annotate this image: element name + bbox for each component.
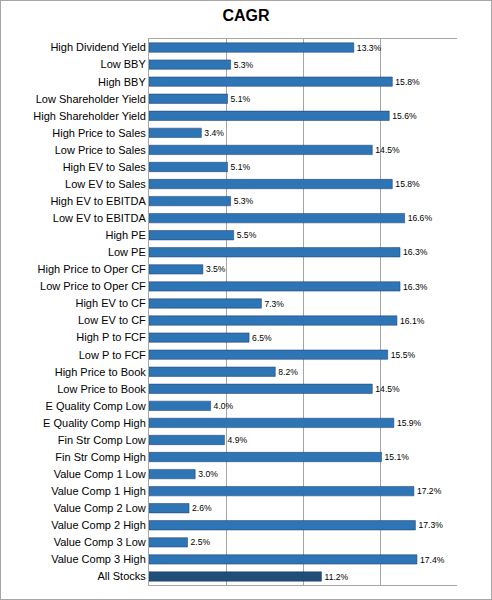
svg-text:Value Comp 1 High: Value Comp 1 High: [51, 485, 146, 497]
svg-text:High Shareholder Yield: High Shareholder Yield: [33, 110, 146, 122]
svg-text:15.8%: 15.8%: [395, 77, 420, 87]
svg-text:All Stocks: All Stocks: [98, 570, 147, 582]
svg-text:Low Shareholder Yield: Low Shareholder Yield: [36, 93, 146, 105]
svg-text:5.5%: 5.5%: [237, 230, 257, 240]
svg-text:Value Comp 3 High: Value Comp 3 High: [51, 553, 146, 565]
svg-text:7.3%: 7.3%: [264, 299, 284, 309]
svg-text:High EV to Sales: High EV to Sales: [63, 161, 147, 173]
svg-text:Low BBY: Low BBY: [101, 58, 147, 70]
svg-text:Low EV to EBITDA: Low EV to EBITDA: [53, 212, 147, 224]
svg-text:Value Comp 2 Low: Value Comp 2 Low: [54, 502, 146, 514]
svg-text:13.3%: 13.3%: [357, 43, 382, 53]
svg-text:17.4%: 17.4%: [420, 555, 445, 565]
svg-text:High P to FCF: High P to FCF: [76, 331, 146, 343]
svg-text:16.1%: 16.1%: [400, 316, 425, 326]
svg-text:5.1%: 5.1%: [231, 162, 251, 172]
svg-text:3.5%: 3.5%: [206, 264, 226, 274]
svg-text:High Price to Oper CF: High Price to Oper CF: [38, 263, 146, 275]
svg-text:2.5%: 2.5%: [191, 537, 211, 547]
svg-text:Low Price to Oper CF: Low Price to Oper CF: [40, 280, 146, 292]
svg-text:High EV to EBITDA: High EV to EBITDA: [50, 195, 146, 207]
svg-text:16.3%: 16.3%: [403, 282, 428, 292]
svg-text:Value Comp 1 Low: Value Comp 1 Low: [54, 468, 146, 480]
svg-text:14.5%: 14.5%: [375, 145, 400, 155]
svg-text:Low Price to Book: Low Price to Book: [57, 383, 146, 395]
svg-text:5.1%: 5.1%: [231, 94, 251, 104]
svg-text:15.1%: 15.1%: [385, 452, 410, 462]
svg-text:Low EV to Sales: Low EV to Sales: [65, 178, 146, 190]
svg-text:16.3%: 16.3%: [403, 247, 428, 257]
svg-text:11.2%: 11.2%: [325, 572, 349, 582]
svg-text:High Dividend Yield: High Dividend Yield: [50, 41, 145, 53]
svg-text:Value Comp 2 High: Value Comp 2 High: [51, 519, 146, 531]
svg-text:6.5%: 6.5%: [252, 333, 272, 343]
svg-text:Low P to FCF: Low P to FCF: [79, 349, 146, 361]
svg-text:5.3%: 5.3%: [234, 196, 254, 206]
svg-text:Low Price to Sales: Low Price to Sales: [55, 144, 147, 156]
svg-text:CAGR: CAGR: [222, 7, 270, 24]
svg-text:15.5%: 15.5%: [391, 350, 416, 360]
svg-text:E Quality Comp High: E Quality Comp High: [43, 417, 146, 429]
svg-text:Fin Str Comp High: Fin Str Comp High: [55, 451, 145, 463]
svg-text:Low PE: Low PE: [108, 246, 146, 258]
svg-text:4.0%: 4.0%: [214, 401, 234, 411]
svg-text:3.0%: 3.0%: [198, 469, 218, 479]
svg-text:Low EV to CF: Low EV to CF: [78, 314, 146, 326]
svg-text:2.6%: 2.6%: [192, 503, 212, 513]
svg-text:High Price to Book: High Price to Book: [55, 366, 147, 378]
svg-text:15.9%: 15.9%: [397, 418, 422, 428]
svg-text:3.4%: 3.4%: [204, 128, 224, 138]
svg-text:Value Comp 3 Low: Value Comp 3 Low: [54, 536, 146, 548]
svg-text:17.3%: 17.3%: [418, 520, 443, 530]
svg-text:17.2%: 17.2%: [417, 486, 442, 496]
svg-text:E Quality Comp Low: E Quality Comp Low: [46, 400, 146, 412]
svg-text:High EV to CF: High EV to CF: [75, 297, 146, 309]
svg-text:High BBY: High BBY: [98, 76, 146, 88]
svg-text:4.9%: 4.9%: [227, 435, 247, 445]
svg-text:High Price to Sales: High Price to Sales: [52, 127, 146, 139]
svg-text:14.5%: 14.5%: [375, 384, 400, 394]
svg-text:8.2%: 8.2%: [278, 367, 298, 377]
svg-text:High PE: High PE: [105, 229, 145, 241]
svg-text:16.6%: 16.6%: [408, 213, 433, 223]
svg-text:5.3%: 5.3%: [234, 60, 254, 70]
svg-text:15.8%: 15.8%: [395, 179, 420, 189]
svg-text:Fin Str Comp Low: Fin Str Comp Low: [58, 434, 146, 446]
svg-text:15.6%: 15.6%: [392, 111, 417, 121]
